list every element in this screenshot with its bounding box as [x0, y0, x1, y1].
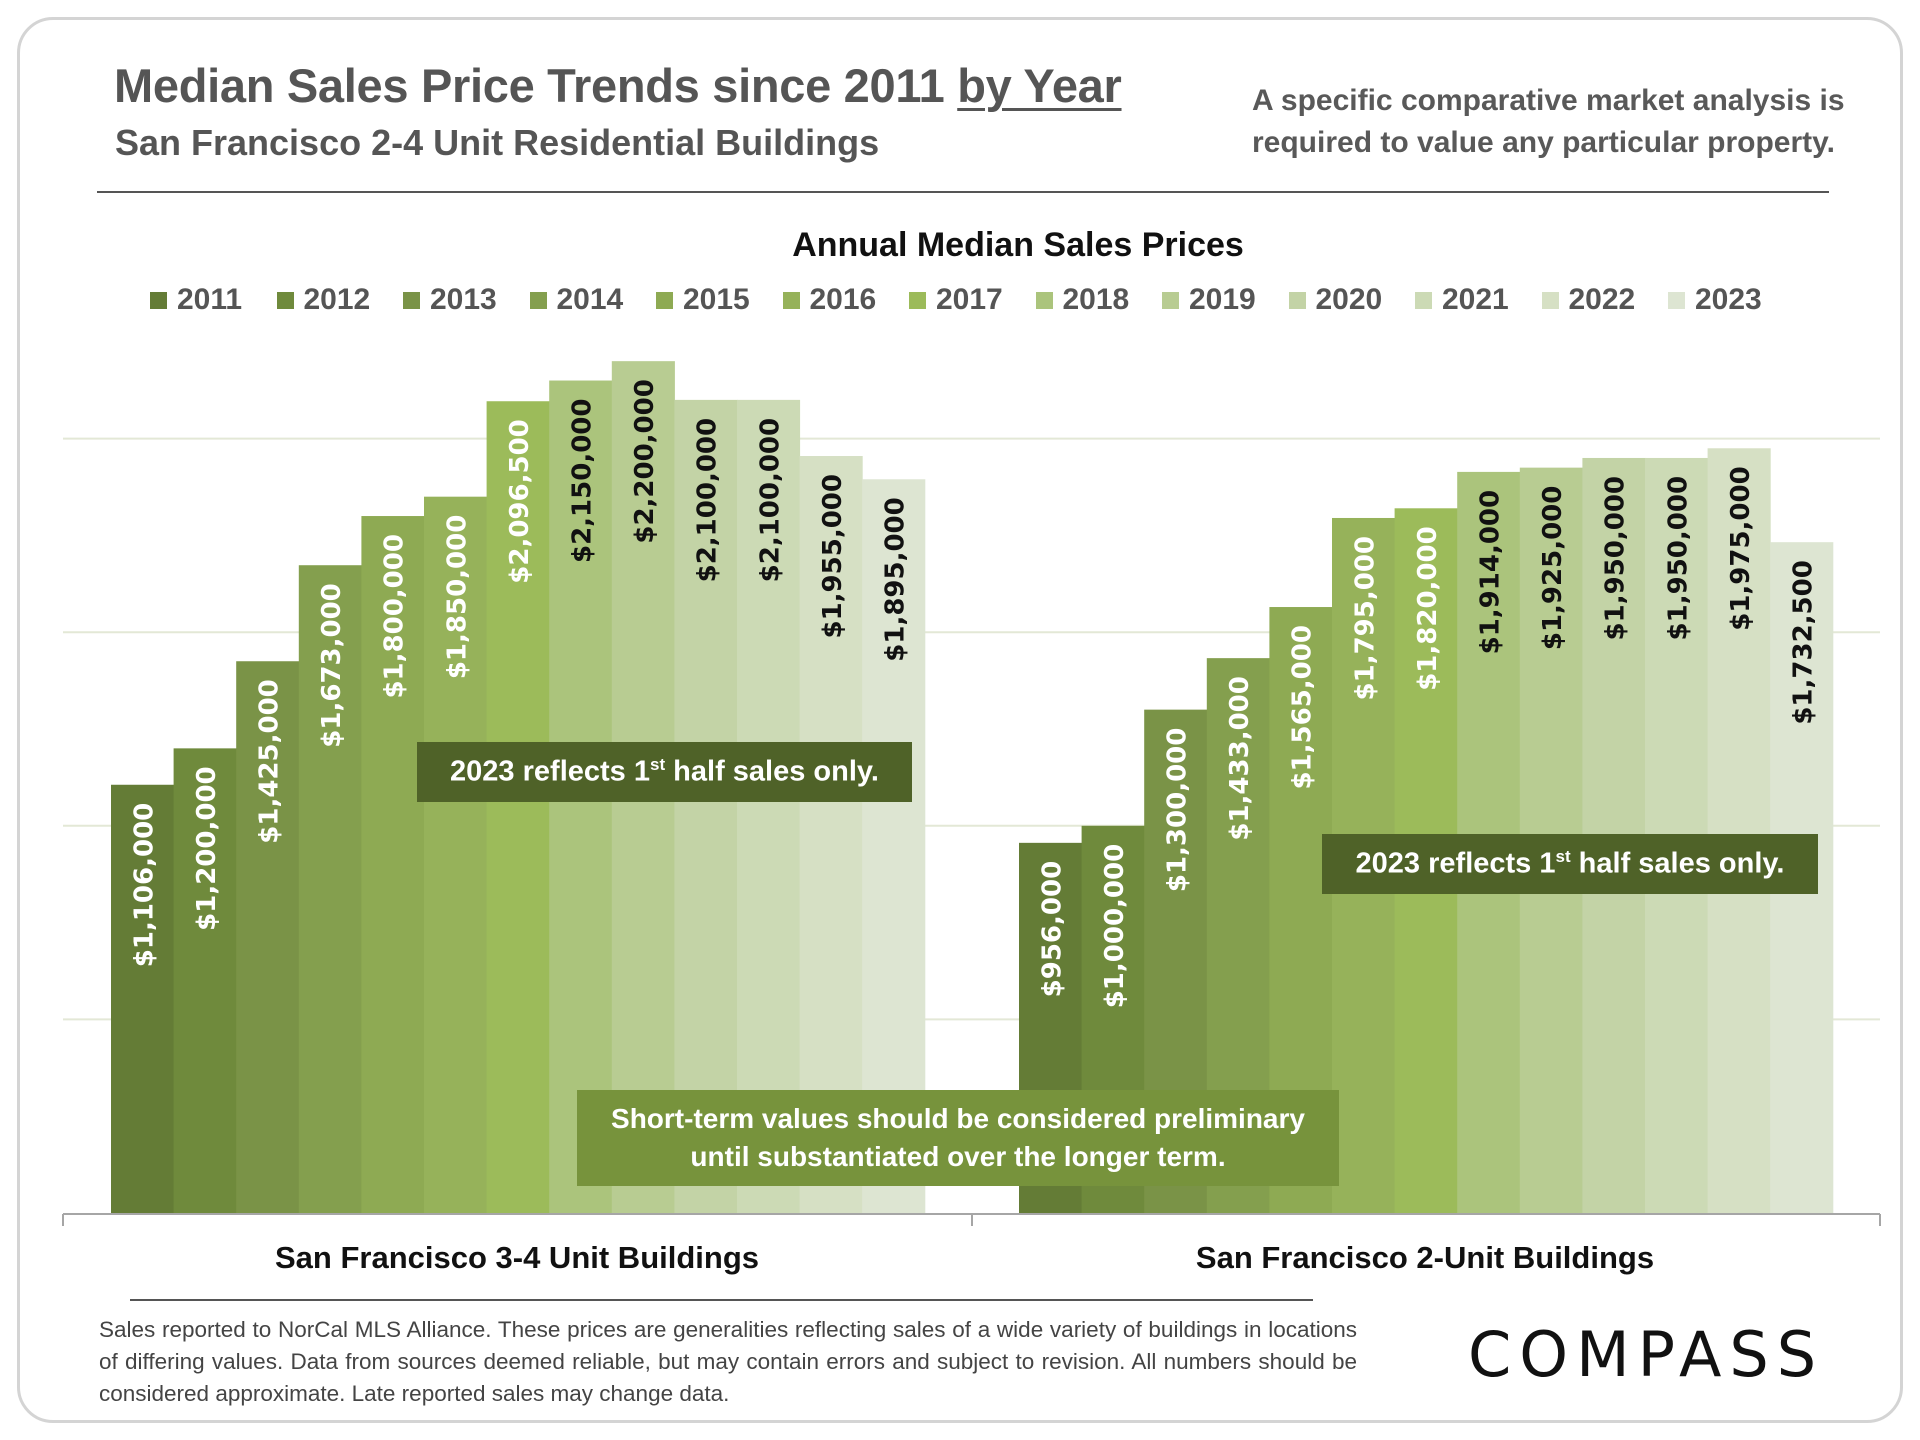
footer-divider	[130, 1299, 1313, 1301]
legend-label: 2019	[1189, 283, 1256, 316]
legend-item-2023: 2023	[1668, 283, 1762, 317]
category-label-2-unit: San Francisco 2-Unit Buildings	[1195, 1240, 1655, 1275]
data-label-2014-group-1: $1,433,000	[1225, 676, 1255, 840]
legend-label: 2020	[1315, 283, 1383, 316]
annotation-preliminary: Short-term values should be considered p…	[577, 1090, 1339, 1186]
bar-2021-group-0	[737, 399, 801, 1213]
legend-label: 2016	[809, 283, 877, 316]
data-label-2021-group-0: $2,100,000	[755, 418, 785, 582]
legend-swatch	[1035, 291, 1053, 309]
legend-item-2021: 2021	[1415, 283, 1509, 317]
data-label-2019-group-0: $2,200,000	[630, 379, 660, 543]
bar-2011-group-0	[111, 784, 175, 1213]
bar-2020-group-0	[674, 399, 738, 1213]
data-label-2023-group-1: $1,732,500	[1789, 560, 1819, 724]
legend-swatch	[529, 291, 547, 309]
header-divider	[97, 191, 1829, 193]
legend-swatch	[1415, 291, 1432, 309]
legend-item-2016: 2016	[782, 283, 877, 317]
bar-2014-group-0	[298, 565, 362, 1213]
legend-swatch	[1288, 291, 1306, 309]
legend-item-2019: 2019	[1162, 283, 1256, 317]
legend-label: 2013	[430, 283, 497, 316]
bar-2015-group-0	[361, 516, 425, 1213]
data-label-2021-group-1: $1,950,000	[1663, 476, 1693, 640]
disclaimer-line-1: A specific comparative market analysis i…	[1252, 84, 1845, 117]
data-label-2011-group-0: $1,106,000	[129, 803, 159, 967]
bar-2016-group-0	[424, 496, 488, 1213]
legend-label: 2012	[303, 283, 371, 316]
data-label-2015-group-1: $1,565,000	[1288, 625, 1318, 789]
legend-item-2013: 2013	[403, 283, 497, 317]
legend-swatch	[1162, 291, 1179, 309]
data-label-2022-group-1: $1,975,000	[1726, 466, 1756, 630]
data-label-2014-group-0: $1,673,000	[317, 583, 347, 747]
data-label-2019-group-1: $1,925,000	[1538, 486, 1568, 650]
data-label-2011-group-1: $956,000	[1037, 861, 1067, 998]
legend-item-2015: 2015	[656, 283, 750, 317]
chart-title: Annual Median Sales Prices	[792, 226, 1244, 264]
disclaimer-note: A specific comparative market analysis i…	[1252, 80, 1845, 164]
annotation-left-half-year: 2023 reflects 1st half sales only.	[417, 742, 912, 802]
data-label-2012-group-0: $1,200,000	[192, 766, 222, 930]
data-label-2013-group-1: $1,300,000	[1163, 728, 1193, 892]
legend-swatch	[403, 291, 420, 309]
data-label-2013-group-0: $1,425,000	[255, 679, 285, 843]
legend-item-2017: 2017	[909, 283, 1003, 317]
annotation-left-text: 2023 reflects 1st half sales only.	[450, 755, 879, 788]
title-by-year: by Year	[957, 59, 1122, 112]
bar-2012-group-0	[173, 748, 237, 1213]
legend-item-2020: 2020	[1288, 283, 1383, 317]
data-label-2023-group-0: $1,895,000	[881, 497, 911, 661]
data-label-2016-group-0: $1,850,000	[442, 515, 472, 679]
title-main: Median Sales Price Trends since 2011	[114, 59, 958, 112]
data-label-2017-group-1: $1,820,000	[1413, 526, 1443, 690]
bar-2013-group-0	[236, 661, 300, 1213]
footer-disclaimer: Sales reported to NorCal MLS Alliance. T…	[99, 1317, 1357, 1406]
data-label-2022-group-0: $1,955,000	[818, 474, 848, 638]
legend-swatch	[909, 291, 926, 309]
data-label-2018-group-0: $2,150,000	[568, 399, 598, 563]
data-label-2012-group-1: $1,000,000	[1100, 844, 1130, 1008]
legend-item-2022: 2022	[1541, 283, 1636, 317]
legend-item-2014: 2014	[529, 283, 624, 317]
compass-logo: COMPASS	[1468, 1318, 1825, 1391]
legend-item-2011: 2011	[150, 283, 242, 317]
legend-label: 2017	[936, 283, 1003, 316]
legend-swatch	[150, 291, 167, 309]
data-label-2017-group-0: $2,096,500	[505, 419, 535, 583]
legend-label: 2011	[177, 283, 243, 316]
data-label-2020-group-0: $2,100,000	[693, 418, 723, 582]
data-label-2015-group-0: $1,800,000	[380, 534, 410, 698]
category-label-3-4-unit: San Francisco 3-4 Unit Buildings	[274, 1240, 760, 1275]
data-label-2018-group-1: $1,914,000	[1476, 490, 1506, 654]
legend-item-2012: 2012	[276, 283, 371, 317]
page-title: Median Sales Price Trends since 2011 by …	[114, 58, 1122, 113]
legend-label: 2021	[1442, 283, 1509, 316]
preliminary-line-2: until substantiated over the longer term…	[690, 1141, 1226, 1172]
legend-label: 2018	[1062, 283, 1130, 316]
legend-label: 2023	[1695, 283, 1762, 316]
page-subtitle: San Francisco 2-4 Unit Residential Build…	[115, 122, 880, 163]
legend-swatch	[782, 291, 800, 309]
legend-swatch	[1668, 291, 1685, 309]
legend-swatch	[276, 291, 294, 309]
data-label-2016-group-1: $1,795,000	[1350, 536, 1380, 700]
legend-label: 2015	[683, 283, 750, 316]
legend-swatch	[1541, 291, 1559, 309]
data-label-2020-group-1: $1,950,000	[1601, 476, 1631, 640]
legend-label: 2014	[556, 283, 624, 316]
annotation-right-text: 2023 reflects 1st half sales only.	[1355, 847, 1785, 880]
bar-2017-group-0	[486, 401, 550, 1213]
bar-2022-group-1	[1707, 448, 1771, 1213]
disclaimer-line-2: required to value any particular propert…	[1252, 126, 1835, 159]
legend-item-2018: 2018	[1035, 283, 1130, 317]
legend-swatch	[656, 291, 673, 309]
annotation-right-half-year: 2023 reflects 1st half sales only.	[1322, 834, 1818, 894]
legend-label: 2022	[1568, 283, 1636, 316]
bar-2022-group-0	[799, 456, 863, 1213]
preliminary-line-1: Short-term values should be considered p…	[611, 1103, 1305, 1134]
